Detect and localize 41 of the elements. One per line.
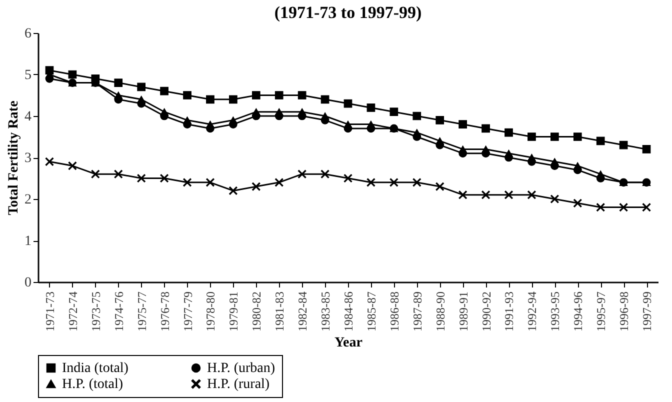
y-tick-label: 6 [24,26,32,42]
y-tick-label: 3 [24,151,32,166]
x-tick-label: 1981-83 [272,292,287,332]
x-tick-label: 1991-93 [502,292,516,332]
x-tick-label: 1993-95 [548,292,562,332]
x-tick-label: 1976-78 [158,292,172,332]
y-tick-label: 0 [24,276,32,290]
legend-label: India (total) [62,361,129,376]
x-tick-label: 1988-90 [433,292,448,332]
y-axis-title: Total Fertility Rate [6,100,22,216]
x-tick-label: 1982-84 [296,292,310,332]
x-tick-label: 1980-82 [250,292,264,332]
x-tick-label: 1987-89 [410,292,424,332]
x-tick-label: 1985-87 [364,292,378,332]
x-tick-label: 1997-99 [640,292,654,332]
x-tick-label: 1971-73 [42,292,57,332]
y-tick-label: 5 [24,68,32,83]
x-tick-label: 1978-80 [204,292,218,332]
x-axis-title: Year [334,335,362,350]
x-tick-label: 1972-74 [66,292,80,332]
x-tick-label: 1975-77 [134,292,149,332]
y-tick-label: 4 [24,110,32,124]
chart-title: (1971-73 to 1997-99) [274,3,422,22]
legend-label: H.P. (urban) [207,361,276,376]
x-tick-label: 1979-81 [226,292,241,332]
x-tick-label: 1986-88 [387,292,402,332]
x-tick-label: 1996-98 [617,292,632,332]
x-tick-label: 1995-97 [594,292,608,332]
legend-label: H.P. (rural) [207,377,270,392]
legend-label: H.P. (total) [62,377,124,392]
x-tick-label: 1973-75 [88,292,103,332]
x-tick-label: 1994-96 [571,292,586,332]
x-tick-label: 1984-86 [342,292,356,332]
x-tick-label: 1990-92 [479,292,494,332]
y-tick-label: 2 [24,192,32,208]
x-tick-label: 1974-76 [112,292,126,332]
x-tick-label: 1992-94 [525,292,540,332]
x-tick-label: 1977-79 [180,292,195,332]
x-tick-label: 1983-85 [318,292,333,332]
x-tick-label: 1989-91 [456,292,470,332]
y-tick-label: 1 [24,234,32,249]
